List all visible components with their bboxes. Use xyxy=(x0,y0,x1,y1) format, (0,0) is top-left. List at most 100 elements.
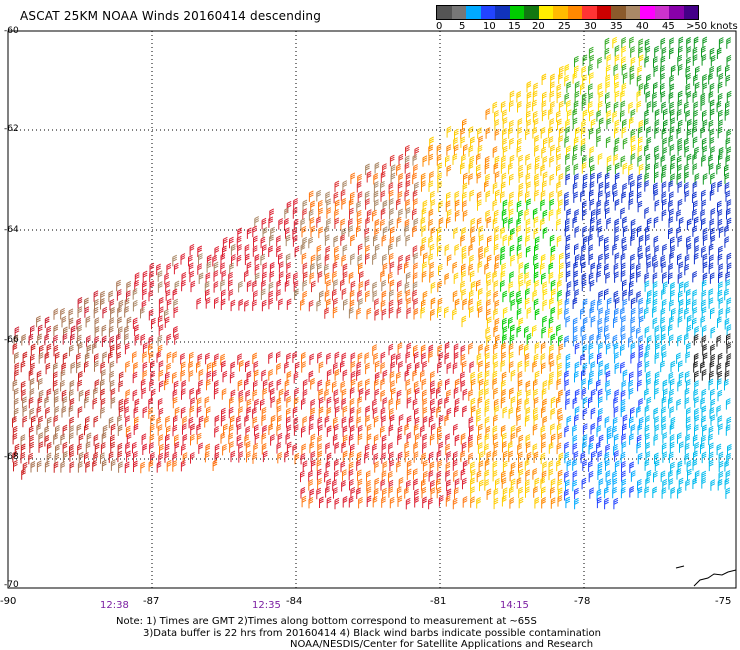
wind-barb xyxy=(300,470,305,483)
wind-barb xyxy=(654,245,660,257)
wind-barb xyxy=(476,497,481,509)
wind-barb xyxy=(63,326,68,338)
wind-barb xyxy=(637,155,643,167)
wind-barb xyxy=(597,468,603,480)
wind-barb xyxy=(612,110,618,123)
wind-barb xyxy=(406,342,412,355)
wind-barb xyxy=(308,423,314,435)
wind-barb xyxy=(717,289,723,302)
wind-barb xyxy=(630,307,636,320)
wind-barb xyxy=(494,405,500,417)
wind-barb xyxy=(548,108,553,120)
wind-barb xyxy=(588,352,594,365)
wind-barb xyxy=(46,325,52,338)
wind-barb xyxy=(541,272,546,285)
wind-barb xyxy=(606,297,612,310)
wind-barb xyxy=(190,433,195,446)
wind-barb xyxy=(574,81,580,93)
wind-barb xyxy=(604,263,609,275)
wind-barb xyxy=(621,460,626,473)
wind-barb xyxy=(470,236,476,248)
wind-barb xyxy=(446,209,452,221)
wind-barb xyxy=(428,351,433,363)
wind-barb xyxy=(701,279,707,292)
wind-barb xyxy=(525,245,531,258)
wind-barb xyxy=(644,486,650,498)
wind-barb xyxy=(446,488,452,500)
wind-barb xyxy=(349,407,355,419)
wind-barb xyxy=(652,281,658,293)
wind-barb xyxy=(605,443,611,456)
lon-label: -75 xyxy=(715,596,732,607)
wind-barb xyxy=(396,198,401,210)
wind-barb xyxy=(468,244,474,256)
wind-barb xyxy=(334,469,339,482)
wind-barb xyxy=(669,406,675,418)
wind-barb xyxy=(181,388,186,400)
wind-barb xyxy=(292,235,298,247)
wind-barb xyxy=(558,334,563,347)
wind-barb xyxy=(254,216,260,228)
wind-barb xyxy=(654,145,659,157)
wind-barb xyxy=(374,227,380,240)
wind-barb xyxy=(574,361,580,373)
wind-barb xyxy=(350,443,355,456)
wind-barb xyxy=(430,226,436,239)
wind-barb xyxy=(638,38,644,50)
wind-barb xyxy=(38,389,44,402)
wind-barb xyxy=(388,470,393,483)
wind-barb xyxy=(549,118,555,130)
wind-barb xyxy=(390,353,396,365)
wind-barb xyxy=(644,82,649,95)
wind-barb xyxy=(60,307,65,320)
wind-barb xyxy=(270,434,275,446)
wind-barb xyxy=(564,335,570,347)
wind-barb xyxy=(702,73,707,86)
wind-barb xyxy=(357,290,363,302)
wind-barb xyxy=(622,72,628,84)
wind-barb xyxy=(653,470,658,483)
wind-barb xyxy=(661,416,666,428)
wind-barb xyxy=(118,398,124,411)
wind-barb xyxy=(693,388,699,401)
wind-barb xyxy=(614,450,619,462)
wind-barb xyxy=(638,416,644,429)
wind-barb xyxy=(549,155,555,168)
wind-barb xyxy=(509,497,515,509)
wind-barb xyxy=(637,145,643,157)
wind-barb xyxy=(470,226,475,238)
wind-barb xyxy=(726,199,732,211)
wind-barb xyxy=(293,218,299,231)
wind-barb xyxy=(726,297,732,309)
wind-barb xyxy=(580,325,586,337)
wind-barb xyxy=(726,37,732,49)
wind-barb xyxy=(670,173,676,185)
wind-barb xyxy=(326,198,332,210)
wind-barb xyxy=(38,378,43,390)
wind-barb xyxy=(654,325,660,337)
wind-barb xyxy=(196,361,201,373)
wind-barb xyxy=(349,478,354,491)
wind-barb xyxy=(462,460,468,472)
wind-barb xyxy=(660,316,666,329)
wind-barb xyxy=(479,479,484,492)
wind-barb xyxy=(725,360,731,372)
wind-barb xyxy=(389,371,395,383)
wind-barb xyxy=(76,361,81,374)
wind-barb xyxy=(156,351,162,363)
wind-barb xyxy=(580,127,586,139)
wind-barb xyxy=(438,415,444,427)
wind-barb xyxy=(693,109,698,122)
wind-barb xyxy=(550,245,556,257)
wind-barb xyxy=(302,279,308,292)
wind-barb xyxy=(286,352,291,365)
wind-barb xyxy=(164,308,169,321)
wind-barb xyxy=(678,477,684,490)
wind-barb xyxy=(620,405,626,417)
wind-barb xyxy=(461,227,467,239)
wind-barb xyxy=(484,379,489,391)
wind-barb xyxy=(276,405,282,417)
wind-barb xyxy=(516,425,522,438)
wind-barb xyxy=(221,270,227,282)
wind-barb xyxy=(125,442,130,454)
